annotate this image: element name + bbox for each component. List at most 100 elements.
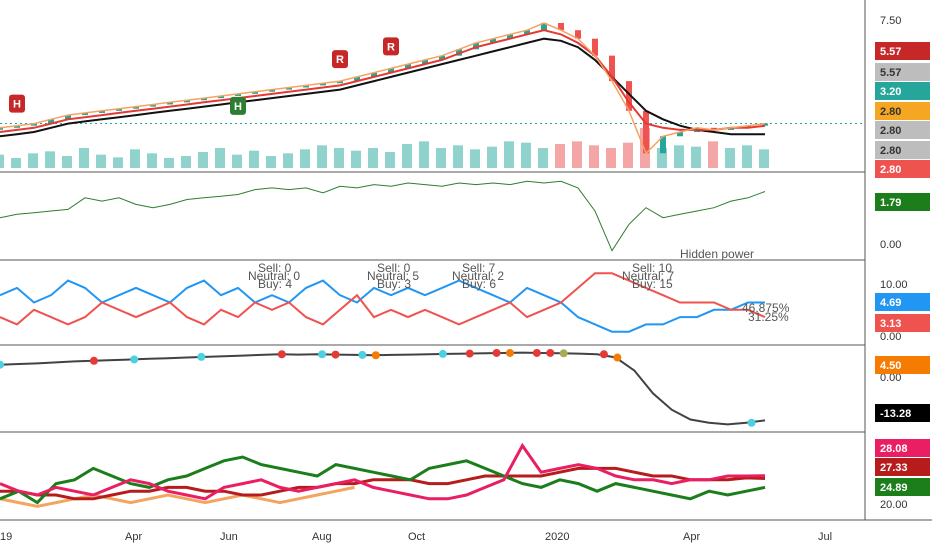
price-label-bg: [875, 141, 930, 159]
price-candle: [235, 93, 241, 96]
time-tick: Jun: [220, 531, 238, 543]
volume-bar: [538, 148, 548, 168]
price-label: 2.80: [875, 121, 930, 139]
price-label: 2.80: [875, 102, 930, 120]
momentum-label-2: -13.28: [875, 404, 930, 422]
volume-bar: [759, 149, 769, 168]
pattern-marker-label: H: [13, 99, 21, 111]
price-candle: [643, 110, 649, 154]
price-candle: [354, 76, 360, 82]
pattern-marker[interactable]: R: [383, 37, 399, 56]
momentum-dot: [438, 349, 447, 358]
price-candle: [303, 85, 309, 88]
price-candle: [320, 83, 326, 86]
ema-fast-line: [0, 29, 766, 133]
momentum-dot: [465, 349, 474, 358]
volume-bar: [334, 148, 344, 168]
price-candle: [660, 136, 666, 154]
price-label-bg: [875, 82, 930, 100]
price-label-text: 3.20: [880, 86, 901, 98]
pattern-marker[interactable]: H: [230, 96, 246, 115]
volume-bar: [742, 145, 752, 168]
volume-bar: [198, 152, 208, 168]
volume-bar: [504, 141, 514, 168]
volume-bar: [453, 145, 463, 168]
price-candle: [82, 112, 88, 116]
percent-label: 31.25%: [748, 310, 789, 324]
volume-bar: [130, 149, 140, 168]
momentum-dot: [89, 356, 98, 365]
momentum-label-2-text: -13.28: [880, 408, 911, 420]
signal-label: Sell: 7: [462, 261, 496, 275]
time-tick: Apr: [683, 531, 700, 543]
momentum-dot: [613, 353, 622, 362]
pattern-marker[interactable]: H: [9, 94, 25, 113]
price-candle: [371, 72, 377, 77]
hidden-power-label: Hidden power: [680, 247, 754, 261]
price-label: 5.57: [875, 42, 930, 60]
volume-bar: [419, 141, 429, 168]
percent-label: 46.875%: [742, 301, 790, 315]
time-axis[interactable]: 19 Apr Jun Aug Oct 2020 Apr Jul: [0, 531, 832, 543]
momentum-dot: [492, 348, 501, 357]
sell-label: 3.13: [875, 314, 930, 332]
price-candle: [116, 108, 122, 111]
price-label-bg: [875, 42, 930, 60]
signal-label: Sell: 10: [632, 261, 672, 275]
buy-label-text: 4.69: [880, 297, 901, 309]
volume-bar: [368, 148, 378, 168]
directional-label-bg: [875, 478, 930, 496]
volume-bar: [283, 153, 293, 168]
directional-label-text: 28.08: [880, 443, 908, 455]
pattern-marker-label: H: [234, 101, 242, 113]
directional-label: 27.33: [875, 458, 930, 476]
price-candle: [762, 123, 768, 126]
buy-line: [0, 279, 765, 333]
price-label-text: 2.80: [880, 164, 901, 176]
pattern-marker[interactable]: R: [332, 50, 348, 69]
price-label-bg: [875, 121, 930, 139]
signal-label: Buy: 4: [258, 277, 292, 291]
volume-bar: [11, 158, 21, 168]
price-candle: [184, 100, 190, 103]
price-candle: [558, 22, 564, 31]
price-label: 2.80: [875, 160, 930, 178]
volume-bar: [300, 149, 310, 168]
price-candle: [524, 30, 530, 35]
oscillator-label: 1.79: [875, 193, 930, 211]
price-candle: [388, 68, 394, 73]
price-candle: [99, 110, 105, 113]
volume-bar: [589, 145, 599, 168]
price-label-bg: [875, 160, 930, 178]
momentum-dot: [197, 352, 206, 361]
price-label: 5.57: [875, 63, 930, 81]
price-label-bg: [875, 102, 930, 120]
time-tick: Jul: [818, 531, 832, 543]
ratio-tick-top: 10.00: [880, 279, 908, 291]
momentum-dot: [130, 355, 139, 364]
buy-label: 4.69: [875, 293, 930, 311]
momentum-dot: [559, 349, 568, 358]
volume-bar: [45, 151, 55, 168]
oscillator-label-bg: [875, 193, 930, 211]
momentum-dot: [532, 348, 541, 357]
volume-bar: [385, 152, 395, 168]
volume-bar: [62, 156, 72, 168]
price-candle: [677, 132, 683, 137]
volume-bar: [402, 144, 412, 168]
price-candle: [0, 127, 3, 130]
sell-label-bg: [875, 314, 930, 332]
sell-label-text: 3.13: [880, 318, 901, 330]
price-axis[interactable]: 7.50 5.57 5.57 3.20 2.80 2.80 2.80 2.80 0.00 1.79…: [875, 15, 930, 511]
ratio-tick: 0.00: [880, 331, 901, 343]
volume-bar: [232, 154, 242, 168]
price-candle: [201, 98, 207, 101]
price-candle: [592, 38, 598, 56]
price-candle: [728, 127, 734, 130]
pattern-marker-label: R: [387, 41, 395, 53]
signal-label: Buy: 3: [377, 277, 411, 291]
price-label: 3.20: [875, 82, 930, 100]
